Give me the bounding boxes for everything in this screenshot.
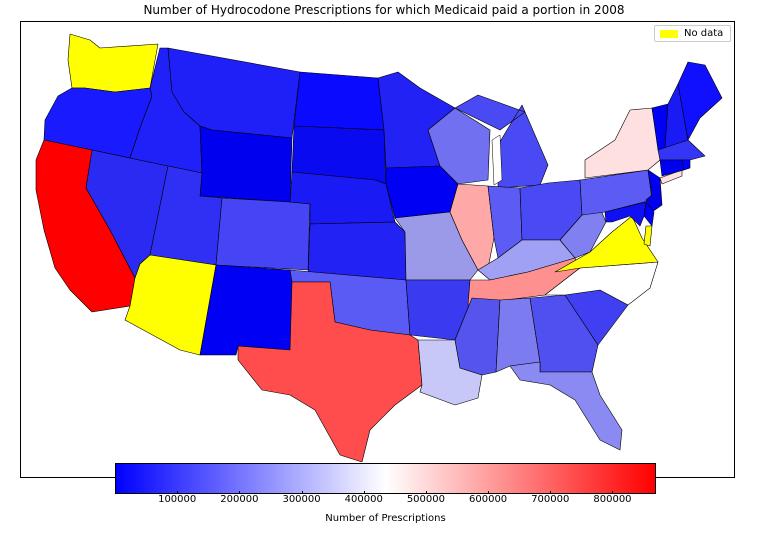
colorbar-tick-label: 200000: [220, 494, 259, 505]
state-KS: [307, 221, 407, 281]
state-IA: [385, 165, 459, 219]
colorbar-tick-mark: [301, 491, 303, 494]
colorbar-tick-label: 300000: [282, 494, 321, 505]
state-ND: [293, 71, 385, 131]
state-RI: [681, 159, 691, 171]
colorbar-tick-label: 600000: [469, 494, 508, 505]
colorbar-tick-label: 800000: [593, 494, 632, 505]
us-state-map: [35, 33, 723, 462]
state-MD: [604, 201, 647, 227]
lake-michigan: [491, 134, 503, 186]
state-WY: [199, 125, 293, 203]
state-FL: [509, 361, 623, 451]
colorbar-tick-mark: [488, 491, 490, 494]
legend: No data: [654, 25, 731, 42]
no-data-swatch: [660, 29, 678, 38]
colorbar-label: Number of Prescriptions: [325, 513, 446, 524]
state-DC: [643, 225, 653, 247]
colorbar-tick-label: 400000: [344, 494, 383, 505]
state-MA: [657, 139, 706, 161]
colorbar-tick-mark: [239, 491, 241, 494]
state-AZ: [124, 254, 217, 356]
colorbar-tick-mark: [425, 491, 427, 494]
colorbar-ticks: 100000 200000 300000 400000 500000 600000 7000…: [115, 491, 656, 508]
state-WA: [67, 33, 159, 93]
colorbar-tick-label: 100000: [158, 494, 197, 505]
state-TX: [237, 281, 423, 462]
chart-title: Number of Hydrocodone Prescriptions for …: [143, 3, 625, 17]
colorbar-tick-mark: [363, 491, 365, 494]
colorbar-tick-label: 500000: [406, 494, 445, 505]
colorbar: [115, 463, 656, 494]
colorbar-tick-mark: [177, 491, 179, 494]
colorbar-tick-mark: [612, 491, 614, 494]
legend-label: No data: [684, 28, 724, 39]
colorbar-tick-label: 700000: [531, 494, 570, 505]
colorbar-tick-mark: [550, 491, 552, 494]
state-CO: [215, 197, 311, 271]
state-VA: [554, 215, 659, 273]
state-NM: [199, 264, 293, 356]
